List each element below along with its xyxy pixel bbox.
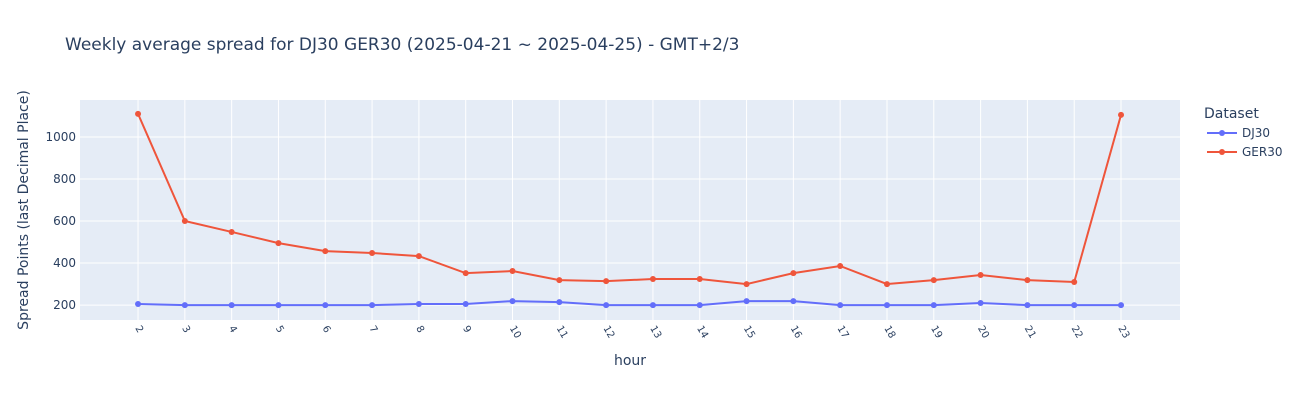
x-tick-label: 22: [1069, 324, 1085, 341]
data-point: [977, 299, 984, 306]
x-tick-label: 14: [694, 324, 710, 341]
x-tick-label: 5: [273, 324, 286, 335]
x-tick-label: 10: [507, 324, 523, 341]
data-point: [1118, 111, 1125, 118]
x-tick-label: 4: [226, 324, 239, 335]
legend-label: GER30: [1242, 145, 1283, 159]
data-point: [977, 272, 984, 279]
x-tick-label: 23: [1115, 324, 1131, 341]
x-tick-label: 17: [835, 324, 851, 341]
x-tick-label: 11: [554, 324, 570, 341]
x-tick-label: 12: [601, 324, 617, 341]
data-point: [696, 302, 703, 309]
y-axis-label: Spread Points (last Decimal Place): [16, 90, 32, 330]
data-point: [790, 298, 797, 305]
y-tick-label: 200: [53, 298, 76, 312]
data-point: [275, 302, 282, 309]
data-point: [1118, 302, 1125, 309]
legend-title: Dataset: [1204, 106, 1259, 122]
data-point: [462, 301, 469, 308]
x-tick-label: 8: [413, 324, 426, 335]
data-point: [649, 276, 656, 283]
data-point: [1071, 278, 1078, 285]
data-point: [509, 268, 516, 275]
y-tick-label: 400: [53, 256, 76, 270]
x-tick-label: 16: [788, 324, 804, 341]
data-point: [603, 278, 610, 285]
x-tick-label: 15: [741, 324, 757, 341]
data-point: [415, 301, 422, 308]
data-point: [322, 248, 329, 255]
x-tick-label: 3: [179, 324, 192, 335]
series-line: [138, 300, 1122, 307]
data-point: [228, 302, 235, 309]
legend-marker: [1219, 149, 1225, 155]
data-point: [883, 302, 890, 309]
data-point: [462, 270, 469, 277]
data-point: [837, 262, 844, 269]
data-point: [369, 302, 376, 309]
x-tick-label: 13: [647, 324, 663, 341]
x-tick-label: 7: [366, 324, 379, 335]
data-point: [837, 302, 844, 309]
data-point: [135, 110, 142, 117]
data-point: [181, 218, 188, 225]
data-point: [135, 301, 142, 308]
x-tick-label: 6: [320, 324, 333, 335]
data-point: [1024, 277, 1031, 284]
data-point: [603, 302, 610, 309]
x-tick-label: 2: [132, 324, 145, 335]
data-point: [228, 228, 235, 235]
legend-label: DJ30: [1242, 126, 1270, 140]
data-point: [275, 240, 282, 247]
data-point: [1071, 302, 1078, 309]
data-point: [322, 302, 329, 309]
data-point: [181, 302, 188, 309]
series-line: [137, 113, 1122, 286]
data-point: [930, 277, 937, 284]
x-tick-label: 18: [881, 324, 897, 341]
data-point: [930, 302, 937, 309]
data-point: [556, 299, 563, 306]
y-tick-label: 600: [53, 214, 76, 228]
x-tick-label: 20: [975, 324, 991, 341]
chart-title: Weekly average spread for DJ30 GER30 (20…: [65, 35, 739, 55]
data-point: [415, 253, 422, 260]
y-tick-label: 800: [53, 172, 76, 186]
data-point: [369, 249, 376, 256]
data-point: [649, 302, 656, 309]
data-point: [743, 281, 750, 288]
x-tick-label: 21: [1022, 324, 1038, 341]
data-point: [790, 270, 797, 277]
data-point: [509, 298, 516, 305]
data-point: [883, 281, 890, 288]
data-point: [696, 276, 703, 283]
plot-area: [80, 100, 1180, 320]
data-point: [743, 298, 750, 305]
data-point: [1024, 302, 1031, 309]
y-tick-label: 1000: [45, 130, 76, 144]
x-tick-label: 9: [460, 324, 473, 335]
legend-marker: [1219, 130, 1225, 136]
x-axis-label: hour: [614, 353, 646, 369]
data-point: [556, 277, 563, 284]
x-tick-label: 19: [928, 324, 944, 341]
